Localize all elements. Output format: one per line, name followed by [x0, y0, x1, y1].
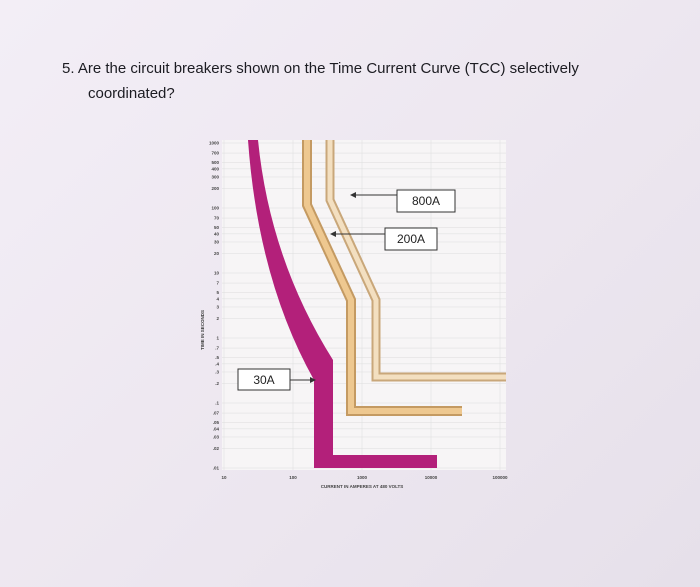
curve-800a-inner — [327, 140, 506, 380]
question-line: 5. Are the circuit breakers shown on the… — [62, 60, 579, 77]
y-tick-label: .01 — [213, 466, 220, 471]
y-tick-label: 30 — [214, 239, 220, 244]
x-tick-label: 100 — [289, 475, 297, 480]
y-tick-label: 700 — [211, 151, 219, 156]
y-tick-label: .04 — [213, 426, 220, 431]
breaker-label: 200A — [397, 232, 425, 246]
x-tick-label: 1000 — [357, 475, 368, 480]
y-tick-label: 40 — [214, 231, 220, 236]
y-tick-label: .2 — [215, 381, 219, 386]
y-tick-label: .7 — [215, 346, 219, 351]
arrowhead — [350, 192, 356, 198]
label-box — [384, 227, 438, 251]
arrowhead — [330, 231, 336, 237]
y-tick-label: .3 — [215, 369, 219, 374]
y-tick-label: 7 — [216, 281, 219, 286]
curve-200a-inner — [304, 140, 462, 414]
x-tick-label: 10 — [221, 475, 227, 480]
y-tick-label: .07 — [213, 411, 220, 416]
y-tick-label: 1 — [216, 336, 219, 341]
y-tick-label: .03 — [213, 434, 220, 439]
y-tick-label: .4 — [215, 361, 219, 366]
y-tick-label: 4 — [216, 296, 219, 301]
y-tick-label: 70 — [214, 216, 220, 221]
y-tick-label: 5 — [216, 290, 219, 295]
x-axis-title: CURRENT IN AMPERES AT 480 VOLTS — [321, 484, 404, 489]
y-axis-title: TIME IN SECONDS — [200, 310, 205, 350]
y-tick-label: 10 — [214, 271, 220, 276]
y-tick-label: 20 — [214, 251, 220, 256]
y-tick-label: 1000 — [209, 141, 220, 146]
label-box — [396, 189, 456, 213]
y-tick-label: 300 — [211, 174, 219, 179]
y-tick-label: 400 — [211, 166, 219, 171]
y-tick-label: 200 — [211, 186, 219, 191]
y-tick-label: .1 — [215, 401, 219, 406]
breaker-label: 30A — [253, 373, 274, 387]
y-tick-label: 3 — [216, 304, 219, 309]
x-tick-label: 100000 — [492, 475, 508, 480]
arrowhead — [310, 377, 316, 383]
curve-30a — [248, 140, 437, 468]
y-tick-label: 100 — [211, 206, 219, 211]
y-tick-label: 50 — [214, 225, 220, 230]
y-tick-label: .05 — [213, 420, 220, 425]
y-tick-label: 500 — [211, 160, 219, 165]
y-tick-label: .02 — [213, 446, 220, 451]
question-line: coordinated? — [88, 85, 175, 102]
x-tick-label: 10000 — [425, 475, 438, 480]
y-tick-label: .5 — [215, 355, 219, 360]
breaker-label: 800A — [412, 194, 440, 208]
y-tick-label: 2 — [216, 316, 219, 321]
